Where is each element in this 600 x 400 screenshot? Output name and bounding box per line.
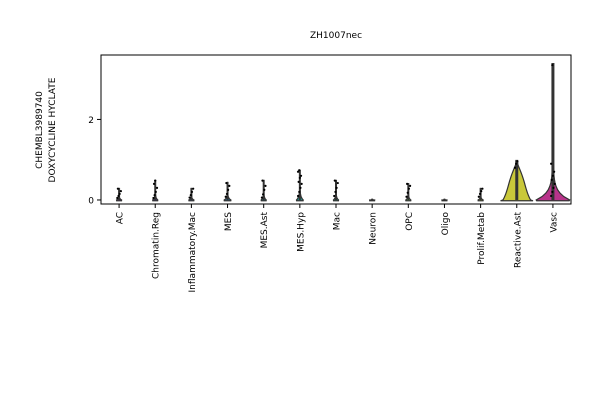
data-point-opc (407, 187, 411, 190)
data-point-mes-hyp (296, 194, 300, 198)
data-point-chromatin-reg (154, 179, 157, 182)
data-point-ac (118, 192, 121, 196)
data-point-mes-hyp (298, 169, 301, 172)
data-point-prolif-metab (481, 187, 484, 190)
data-point-mes-hyp (296, 170, 300, 173)
data-point-prolif-metab (478, 192, 482, 196)
data-point-ac (116, 196, 119, 200)
data-point-vasc (553, 170, 556, 173)
x-tick-label-neuron: Neuron (369, 212, 379, 245)
data-point-reactive-ast (513, 166, 517, 169)
x-tick-label-mes: MES (224, 212, 234, 231)
y-axis-label-line-1: CHEMBL3989740 (35, 91, 45, 169)
axes: 0 2 AC Chromatin.Reg Inflammatory.Mac MES MES.… (88, 116, 559, 293)
x-tick-label-vasc: Vasc (549, 212, 559, 233)
data-point-vasc (551, 190, 554, 194)
data-point-mes-hyp (299, 186, 302, 189)
y-tick-label: 2 (88, 116, 94, 126)
data-point-mes-ast (261, 179, 264, 182)
x-tick-label-oligo: Oligo (441, 212, 451, 236)
data-point-mac (336, 181, 339, 185)
data-point-mes (228, 184, 231, 187)
data-point-vasc (553, 182, 556, 185)
data-point-ac (119, 190, 122, 193)
data-point-vasc (550, 178, 553, 181)
data-point-opc (405, 195, 408, 198)
data-point-mes-ast (263, 188, 266, 192)
data-point-mes (224, 195, 227, 198)
data-point-prolif-metab (477, 195, 480, 198)
data-point-mes (225, 181, 228, 185)
data-point-chromatin-reg (152, 182, 156, 185)
data-point-vasc (551, 63, 554, 67)
y-tick-label: 0 (88, 196, 94, 206)
data-point-mes-hyp (298, 190, 301, 194)
x-tick-label-mac: Mac (333, 212, 343, 230)
x-tick-label-chromatin-reg: Chromatin.Reg (152, 212, 162, 279)
data-point-opc (406, 182, 409, 185)
data-point-mac (334, 190, 337, 194)
data-point-vasc (550, 194, 553, 198)
data-point-mes (227, 188, 230, 192)
x-tick-label-reactive-ast: Reactive.Ast (513, 212, 523, 268)
data-point-vasc (550, 162, 553, 165)
data-point-mac (335, 186, 338, 189)
data-point-mes-ast (264, 184, 267, 187)
data-point-ac (116, 187, 119, 190)
x-tick-label-ac: AC (116, 212, 126, 224)
data-point-mes-hyp (297, 180, 300, 183)
plot-area (115, 63, 571, 202)
data-point-opc (409, 184, 412, 187)
data-point-inflammatory-mac (189, 194, 192, 197)
data-point-mes-hyp (299, 174, 303, 177)
data-point-inflammatory-mac (192, 187, 195, 190)
data-point-chromatin-reg (154, 190, 157, 194)
data-point-chromatin-reg (155, 186, 159, 189)
data-point-vasc (551, 174, 555, 177)
data-point-mes (225, 192, 229, 196)
data-point-mac (333, 194, 336, 198)
data-point-mes-ast (261, 193, 265, 196)
data-point-inflammatory-mac (188, 196, 191, 199)
data-point-mac (333, 179, 336, 182)
data-point-inflammatory-mac (190, 190, 194, 194)
data-point-reactive-ast (515, 162, 518, 165)
x-tick-label-prolif-metab: Prolif.Metab (477, 212, 487, 265)
data-point-chromatin-reg (153, 194, 156, 197)
data-point-mes-ast (260, 196, 263, 199)
x-tick-label-inflammatory-mac: Inflammatory.Mac (188, 212, 198, 293)
data-point-ac (117, 194, 120, 198)
data-point-prolif-metab (480, 190, 483, 193)
data-point-vasc (552, 186, 555, 189)
data-point-mes-hyp (300, 182, 303, 185)
y-axis-label-line-2: DOXYCYCLINE HYCLATE (48, 77, 58, 182)
x-tick-label-mes-hyp: MES.Hyp (296, 212, 306, 252)
data-point-mes-hyp (298, 176, 301, 179)
data-point-reactive-ast (516, 160, 519, 163)
data-point-chromatin-reg (152, 196, 155, 200)
data-point-opc (406, 191, 409, 194)
x-tick-label-mes-ast: MES.Ast (260, 212, 270, 249)
x-tick-label-opc: OPC (405, 212, 415, 231)
chart-title: ZH1007nec (310, 31, 362, 41)
